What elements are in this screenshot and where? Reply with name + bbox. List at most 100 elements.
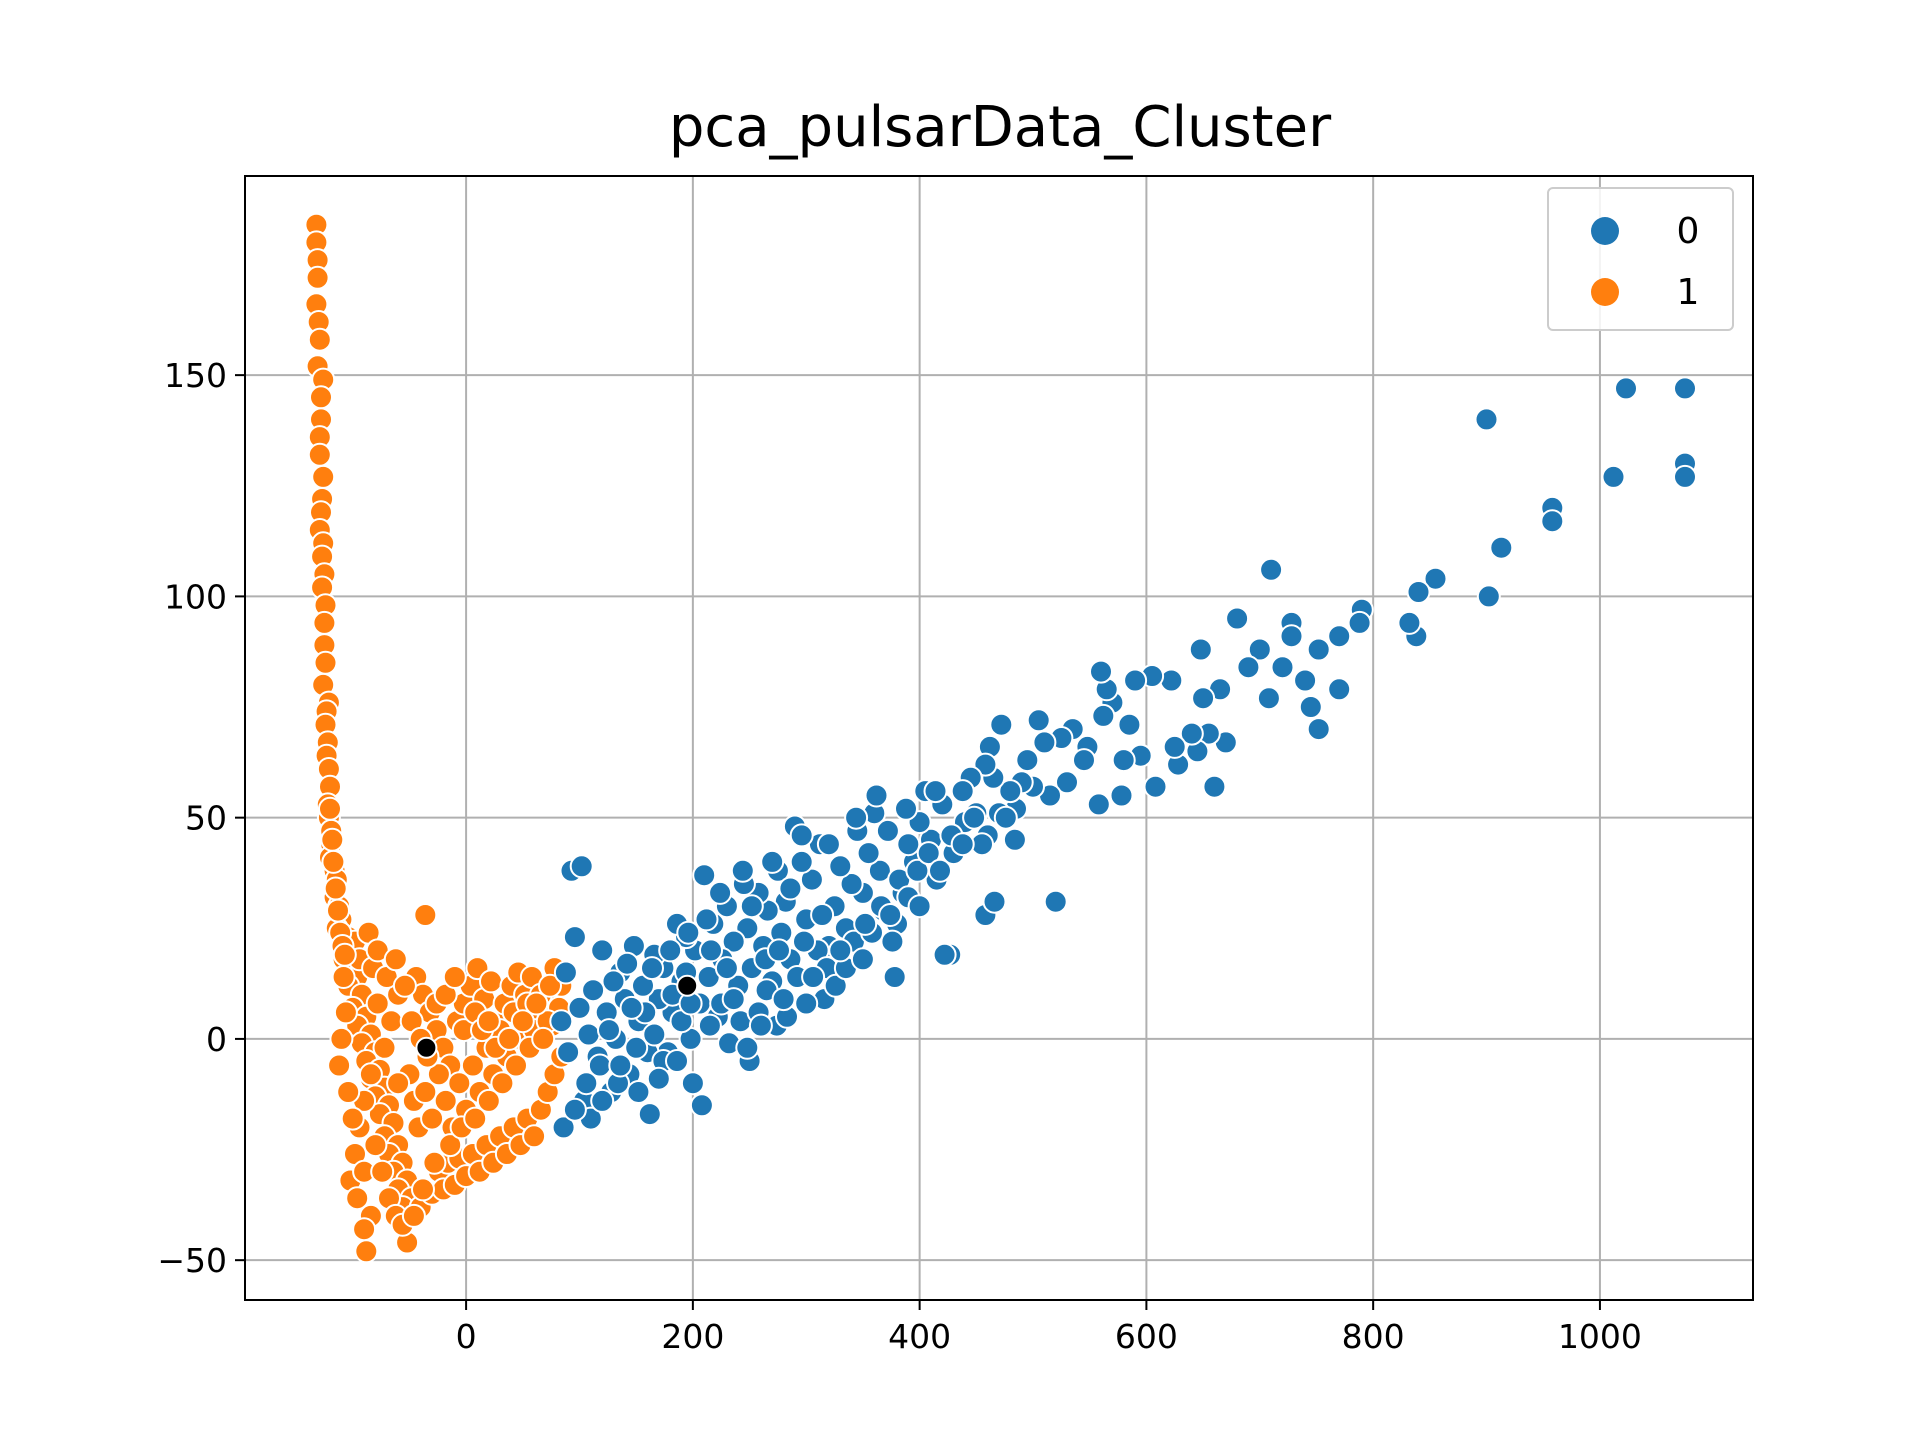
- data-point-cluster-1: [307, 327, 332, 352]
- data-point-cluster-0: [646, 1066, 671, 1091]
- legend-marker-0: [1591, 217, 1619, 245]
- data-point-cluster-1: [392, 973, 417, 998]
- data-point-cluster-1: [331, 965, 356, 989]
- data-point-cluster-1: [531, 1026, 556, 1051]
- data-point-cluster-0: [839, 872, 864, 896]
- data-point-cluster-0: [692, 863, 717, 888]
- data-point-cluster-1: [490, 1071, 515, 1096]
- data-point-cluster-0: [714, 956, 739, 981]
- data-point-cluster-0: [1298, 695, 1323, 719]
- data-point-cluster-0: [1306, 717, 1331, 742]
- data-point-cluster-0: [1162, 734, 1187, 759]
- data-point-cluster-0: [1327, 624, 1352, 649]
- data-point-cluster-1: [476, 1088, 501, 1113]
- y-tick-label: −50: [157, 1241, 227, 1280]
- data-point-cluster-0: [549, 1009, 574, 1034]
- data-point-cluster-0: [982, 889, 1007, 914]
- y-tick-label: 50: [185, 799, 227, 838]
- data-point-cluster-0: [597, 1018, 621, 1043]
- data-point-cluster-0: [878, 903, 903, 927]
- data-point-cluster-0: [626, 1080, 651, 1104]
- x-tick-label: 200: [661, 1317, 724, 1356]
- data-point-cluster-0: [823, 973, 848, 998]
- data-point-cluster-0: [1032, 730, 1057, 755]
- data-point-cluster-0: [1123, 668, 1148, 693]
- data-point-cluster-1: [318, 796, 342, 821]
- data-point-cluster-0: [894, 796, 918, 821]
- data-point-cluster-0: [1270, 655, 1295, 680]
- legend[interactable]: 0 1: [1547, 187, 1734, 331]
- data-point-cluster-0: [699, 938, 723, 963]
- data-point-cluster-0: [989, 712, 1014, 737]
- data-point-cluster-0: [1055, 770, 1079, 795]
- x-tick-label: 1000: [1558, 1317, 1642, 1356]
- data-point-cluster-1: [313, 650, 338, 675]
- y-tick-label: 0: [206, 1020, 227, 1059]
- data-point-cluster-1: [365, 991, 390, 1016]
- data-point-cluster-0: [1191, 686, 1216, 711]
- y-tick-label: 150: [164, 356, 227, 395]
- data-point-cluster-0: [642, 1022, 667, 1047]
- data-point-cluster-0: [1476, 584, 1501, 609]
- data-point-cluster-0: [1143, 774, 1168, 799]
- data-point-cluster-0: [1026, 708, 1051, 733]
- data-point-cluster-0: [676, 920, 701, 945]
- x-tick-label: 0: [456, 1317, 477, 1356]
- data-point-cluster-0: [730, 858, 755, 883]
- legend-label-1: 1: [1677, 272, 1700, 313]
- data-point-cluster-0: [624, 1035, 649, 1060]
- data-point-cluster-1: [329, 1026, 354, 1051]
- data-point-cluster-0: [1202, 774, 1227, 799]
- data-point-cluster-0: [801, 965, 826, 989]
- x-tick-label: 400: [888, 1317, 951, 1356]
- data-point-cluster-0: [567, 995, 592, 1020]
- data-point-cluster-0: [619, 995, 644, 1020]
- data-point-cluster-1: [438, 1133, 463, 1158]
- data-point-cluster-0: [1111, 748, 1136, 773]
- data-point-cluster-0: [640, 956, 664, 981]
- data-point-cluster-0: [1188, 637, 1213, 662]
- data-point-cluster-0: [1489, 535, 1514, 560]
- data-point-cluster-0: [928, 858, 952, 883]
- data-point-cluster-0: [853, 911, 878, 936]
- data-point-cluster-1: [476, 1009, 501, 1034]
- data-point-cluster-1: [524, 991, 549, 1016]
- data-point-cluster-0: [767, 938, 791, 963]
- data-point-cluster-0: [665, 1049, 689, 1073]
- data-point-cluster-1: [426, 1062, 451, 1087]
- data-points: [304, 212, 1697, 1264]
- data-point-cluster-0: [850, 947, 875, 972]
- data-point-cluster-0: [907, 894, 932, 919]
- data-point-cluster-1: [358, 1062, 383, 1087]
- data-point-cluster-0: [694, 907, 719, 932]
- data-point-cluster-1: [336, 1080, 361, 1104]
- x-tick-label: 600: [1115, 1317, 1178, 1356]
- data-point-cluster-0: [1072, 748, 1096, 773]
- data-point-cluster-0: [562, 1097, 587, 1122]
- data-point-cluster-1: [352, 1217, 377, 1242]
- data-point-cluster-1: [460, 1053, 485, 1078]
- data-point-cluster-0: [1673, 464, 1697, 489]
- data-point-cluster-0: [932, 942, 957, 967]
- data-point-cluster-0: [794, 991, 819, 1016]
- data-point-cluster-0: [1117, 712, 1142, 737]
- data-point-cluster-0: [789, 849, 814, 874]
- data-point-cluster-1: [363, 1133, 388, 1158]
- data-point-cluster-1: [370, 1159, 395, 1184]
- chart-title: pca_pulsarData_Cluster: [668, 95, 1332, 160]
- data-point-cluster-0: [1293, 668, 1318, 693]
- data-point-cluster-1: [383, 947, 408, 972]
- data-point-cluster-0: [950, 832, 975, 857]
- axes-frame: [244, 175, 1754, 1301]
- data-point-cluster-0: [680, 1071, 705, 1096]
- data-point-cluster-0: [1397, 610, 1422, 635]
- data-point-cluster-1: [312, 610, 337, 635]
- data-point-cluster-0: [799, 867, 824, 892]
- data-point-cluster-1: [433, 1088, 458, 1113]
- data-point-cluster-0: [816, 832, 841, 857]
- data-point-cluster-1: [305, 265, 330, 290]
- data-point-cluster-0: [590, 1088, 615, 1113]
- data-point-cluster-0: [590, 938, 615, 963]
- data-point-cluster-1: [510, 1009, 535, 1034]
